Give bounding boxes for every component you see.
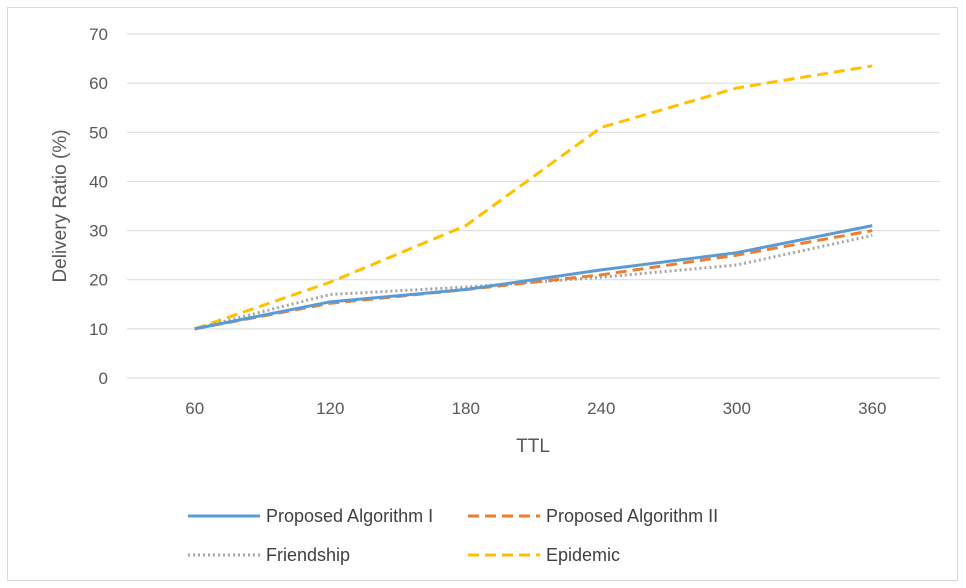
x-tick-label: 240: [587, 399, 615, 418]
x-tick-label: 60: [185, 399, 204, 418]
y-axis-title: Delivery Ratio (%): [50, 129, 71, 282]
series-lines: [194, 64, 873, 331]
x-tick-label: 180: [452, 399, 480, 418]
y-tick-label: 50: [89, 123, 108, 142]
y-tick-label: 70: [89, 25, 108, 44]
y-tick-label: 20: [89, 271, 108, 290]
legend-label-friendship: Friendship: [266, 545, 350, 565]
series-line-proposed-algorithm-ii: [194, 229, 873, 331]
x-tick-label: 120: [316, 399, 344, 418]
y-tick-label: 10: [89, 320, 108, 339]
x-tick-label: 300: [723, 399, 751, 418]
gridlines: [127, 33, 940, 379]
y-tick-label: 60: [89, 74, 108, 93]
legend: Proposed Algorithm I Proposed Algorithm I…: [188, 506, 718, 565]
x-axis-tick-labels: 60 120 180 240 300 360: [185, 399, 886, 418]
y-tick-label: 30: [89, 222, 108, 241]
y-axis-tick-labels: 0 10 20 30 40 50 60 70: [89, 25, 108, 388]
x-tick-label: 360: [858, 399, 886, 418]
series-line-epidemic: [194, 64, 873, 331]
legend-label-proposed-algorithm-i: Proposed Algorithm I: [266, 506, 433, 526]
chart-frame: [7, 7, 958, 581]
legend-label-proposed-algorithm-ii: Proposed Algorithm II: [546, 506, 718, 526]
x-axis-title: TTL: [516, 436, 550, 457]
series-line-friendship: [194, 234, 873, 331]
series-line-proposed-algorithm-i: [194, 224, 873, 331]
y-tick-label: 0: [99, 369, 108, 388]
y-tick-label: 40: [89, 172, 108, 191]
legend-label-epidemic: Epidemic: [546, 545, 620, 565]
